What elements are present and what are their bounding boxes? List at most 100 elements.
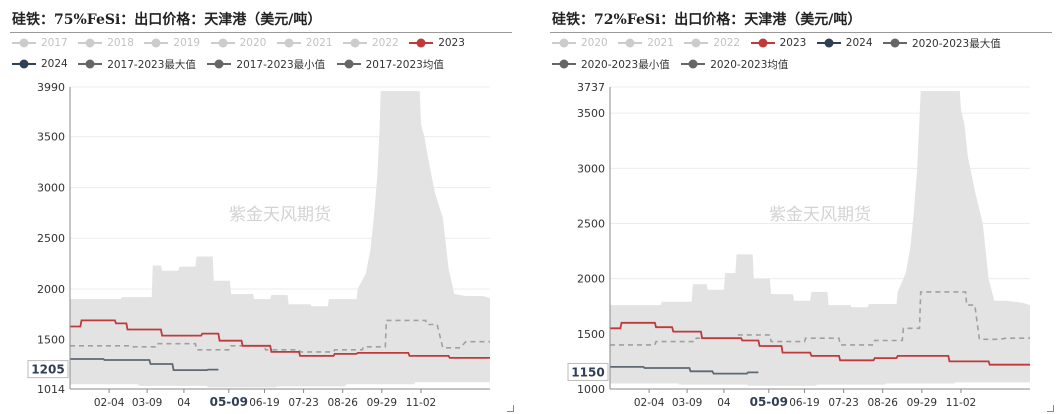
legend-marker-icon [552,37,576,49]
range-band [70,91,490,388]
y-tick-label-1500: 1500 [577,328,605,341]
legend-label: 2020 [581,37,608,49]
legend-item-2023[interactable]: 2023 [750,36,807,50]
legend-label: 2018 [107,37,134,49]
legend-marker-icon [681,58,706,70]
current-value-box [27,360,69,379]
legend-label: 2024 [845,37,873,49]
legend-label: 2021 [647,37,674,49]
current-value-marker: 1205 [27,360,69,379]
y-tick-label-2500: 2500 [577,217,605,230]
current-value-label: 1205 [31,363,64,377]
legend-label: 2020 [239,37,267,49]
legend-marker-icon [816,37,841,49]
series-line-2024 [610,366,759,375]
y-tick-label-2500: 2500 [37,232,65,245]
range-band [610,91,1030,386]
y-tick-label-3000: 3000 [577,162,605,175]
legend-item-2024[interactable]: 2024 [12,57,68,71]
y-tick-label-3737: 3737 [577,81,605,94]
plot-area: 紫金天风期货 3737 3500 3000 2500 2000 1500 1000 1150 02… [567,81,1030,409]
legend-marker-icon [12,58,36,70]
legend-item-2020-2023[interactable]: 2020-2023均值 [681,57,788,71]
series-range [70,91,490,388]
watermark: 紫金天风期货 [229,205,331,225]
legend-item-2020[interactable]: 2020 [210,36,267,50]
series-line-2023 [70,319,490,359]
y-tick-label-2000: 2000 [37,283,65,296]
x-tick-label-08-26: 08-26 [867,397,898,409]
y-tick-label-3000: 3000 [37,181,65,194]
x-tick-label-09-29: 09-29 [907,397,938,409]
legend-marker-icon [883,37,907,49]
legend-marker-icon [207,58,232,70]
x-tick-label-11-02: 11-02 [946,397,977,409]
legend-item-2020-2023[interactable]: 2020-2023最小值 [552,57,670,71]
legend-marker-icon [618,37,643,49]
chart-panel-75fesi: 硅铁：75%FeSi：出口价格：天津港（美元/吨） 2017 2018 2019 20… [0,0,520,414]
x-tick-label-05-09: 05-09 [210,395,248,409]
legend-marker-icon [552,58,576,70]
legend-item-2017-2023[interactable]: 2017-2023均值 [336,57,444,71]
chart-title: 硅铁：72%FeSi：出口价格：天津港（美元/吨） [552,12,862,28]
legend-label: 2021 [305,37,333,49]
legend-item-2023[interactable]: 2023 [409,36,465,50]
x-tick-label-03-09: 03-09 [132,397,163,409]
x-tick-label-03-09: 03-09 [672,397,703,409]
x-tick-label-07-23: 07-23 [828,397,859,409]
legend-marker-icon [78,37,103,49]
y-tick-label-3500: 3500 [37,131,65,144]
legend-label: 2023 [438,37,465,49]
legend-label: 2017-2023最小值 [236,58,326,71]
series-range [610,91,1030,386]
legend-item-2022[interactable]: 2022 [343,36,399,50]
x-tick-label-06-19: 06-19 [789,397,820,409]
legend-item-2020-2023[interactable]: 2020-2023最大值 [883,36,1001,50]
legend-marker-icon [78,58,103,70]
legend-item-2022[interactable]: 2022 [684,36,740,50]
legend-item-2017[interactable]: 2017 [12,36,68,50]
legend-item-2017-2023[interactable]: 2017-2023最小值 [207,57,325,71]
chart-title: 硅铁：75%FeSi：出口价格：天津港（美元/吨） [12,12,322,28]
y-axis-min-label: 1014 [37,383,65,396]
legend-marker-icon [750,37,775,49]
legend-marker-icon [684,37,709,49]
x-tick-label-09-29: 09-29 [367,397,398,409]
legend-marker-icon [336,58,361,70]
legend-item-2024[interactable]: 2024 [816,36,873,50]
legend-marker-icon [210,37,235,49]
x-tick-label-02-04: 02-04 [94,397,125,409]
series-line-2023 [610,321,1030,366]
legend-item-2020[interactable]: 2020 [552,36,608,50]
x-tick-label-11-02: 11-02 [406,397,437,409]
current-value-box [567,362,609,381]
resize-handle-icon[interactable] [507,405,514,412]
series-line-2017-2023 [70,319,490,353]
x-tick-label-04: 04 [717,397,731,409]
legend-label: 2017-2023均值 [365,58,444,71]
y-tick-label-1000: 1000 [577,383,605,396]
legend-label: 2020-2023均值 [710,58,789,71]
x-tick-label-08-26: 08-26 [327,397,358,409]
legend-marker-icon [343,37,367,49]
x-tick-label-06-19: 06-19 [249,397,280,409]
y-tick-label-2000: 2000 [577,273,605,286]
legend-label: 2022 [372,37,399,49]
legend-label: 2017-2023最大值 [107,58,196,71]
title-divider [550,32,1052,33]
legend-label: 2019 [173,37,201,49]
legend-item-2021[interactable]: 2021 [276,36,333,50]
legend-label: 2017 [41,37,68,49]
legend-item-2017-2023[interactable]: 2017-2023最大值 [78,57,196,71]
legend-label: 2023 [779,37,807,49]
current-value-marker: 1150 [567,362,609,381]
y-tick-label-3500: 3500 [577,107,605,120]
legend-item-2021[interactable]: 2021 [618,36,674,50]
resize-handle-icon[interactable] [1047,405,1054,412]
legend-marker-icon [276,37,301,49]
legend-label: 2024 [41,58,68,70]
x-tick-label-02-04: 02-04 [634,397,665,409]
legend-item-2019[interactable]: 2019 [144,36,200,50]
x-tick-label-07-23: 07-23 [288,397,319,409]
legend-item-2018[interactable]: 2018 [78,36,134,50]
